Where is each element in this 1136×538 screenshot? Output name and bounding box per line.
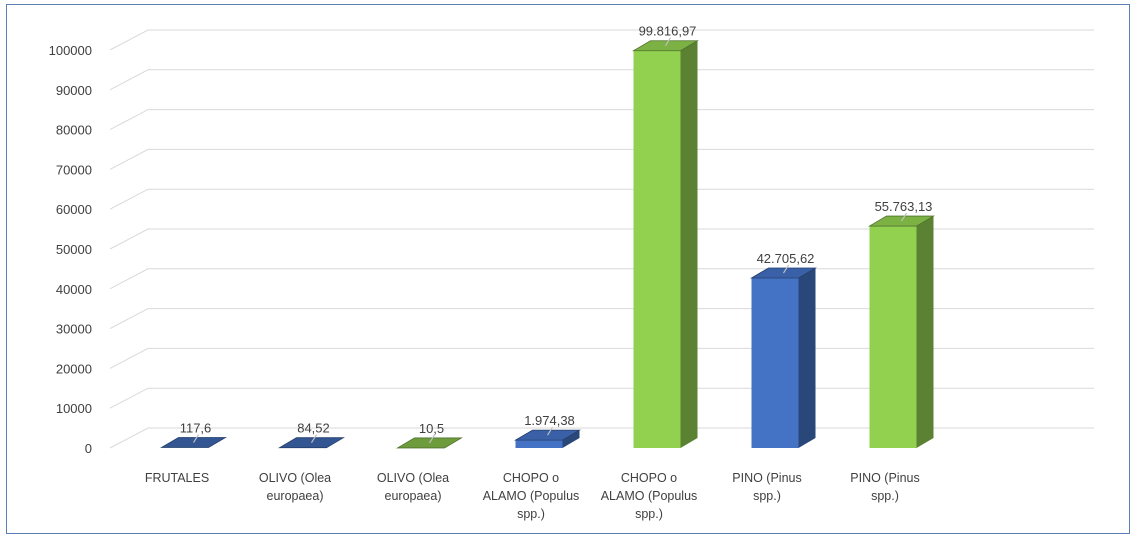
data-label: 10,5 bbox=[419, 421, 444, 436]
y-tick-label: 70000 bbox=[56, 162, 92, 177]
gridline bbox=[109, 308, 1094, 330]
y-tick-label: 30000 bbox=[56, 322, 92, 337]
y-tick-label: 0 bbox=[85, 441, 92, 456]
data-label-leader bbox=[782, 264, 790, 274]
y-axis-ticks: 0 10000 20000 30000 40000 50000 60000 70000 8000… bbox=[49, 43, 92, 456]
data-label: 117,6 bbox=[180, 421, 212, 436]
data-label: 84,52 bbox=[297, 421, 330, 436]
data-label: 1.974,38 bbox=[524, 413, 575, 428]
data-label: 42.705,62 bbox=[757, 251, 815, 266]
gridline bbox=[109, 29, 1094, 51]
data-labels: 117,6 84,52 10,5 1.974,38 99.816,97 42.705,62… bbox=[180, 24, 933, 444]
gridline bbox=[109, 69, 1094, 91]
bars bbox=[160, 40, 935, 449]
gridline bbox=[109, 188, 1094, 210]
x-tick-label: CHOPO o ALAMO (Populus spp.) bbox=[601, 471, 698, 521]
gridline bbox=[109, 427, 1094, 449]
x-tick-label: CHOPO o ALAMO (Populus spp.) bbox=[483, 471, 580, 521]
data-label-leader bbox=[546, 426, 554, 436]
data-label-leader bbox=[900, 212, 908, 222]
gridline bbox=[109, 268, 1094, 290]
y-tick-label: 60000 bbox=[56, 202, 92, 217]
gridline bbox=[109, 387, 1094, 409]
data-label-leader bbox=[664, 37, 672, 47]
gridline bbox=[109, 109, 1094, 131]
x-tick-label: OLIVO (Olea europaea) bbox=[259, 471, 331, 503]
data-label-leader bbox=[428, 434, 436, 444]
y-tick-label: 10000 bbox=[56, 401, 92, 416]
data-label: 55.763,13 bbox=[875, 199, 933, 214]
y-tick-label: 50000 bbox=[56, 242, 92, 257]
y-tick-label: 40000 bbox=[56, 282, 92, 297]
bar bbox=[632, 40, 699, 449]
gridlines bbox=[109, 29, 1094, 449]
x-tick-label: FRUTALES bbox=[145, 471, 209, 485]
y-tick-label: 80000 bbox=[56, 123, 92, 138]
bar bbox=[750, 267, 817, 448]
x-tick-label: PINO (Pinus spp.) bbox=[850, 471, 919, 503]
data-label-leader bbox=[192, 434, 200, 443]
x-tick-label: OLIVO (Olea europaea) bbox=[377, 471, 449, 503]
data-label-leader bbox=[310, 434, 318, 443]
y-tick-label: 20000 bbox=[56, 361, 92, 376]
data-label: 99.816,97 bbox=[639, 24, 697, 39]
bar bbox=[868, 215, 935, 448]
x-axis-ticks: FRUTALES OLIVO (Olea europaea) OLIVO (Olea e… bbox=[145, 471, 920, 521]
gridline bbox=[109, 148, 1094, 170]
y-tick-label: 90000 bbox=[56, 83, 92, 98]
bar bbox=[514, 429, 581, 448]
gridline bbox=[109, 347, 1094, 369]
y-tick-label: 100000 bbox=[49, 43, 92, 58]
gridline bbox=[109, 228, 1094, 250]
x-tick-label: PINO (Pinus spp.) bbox=[732, 471, 801, 503]
